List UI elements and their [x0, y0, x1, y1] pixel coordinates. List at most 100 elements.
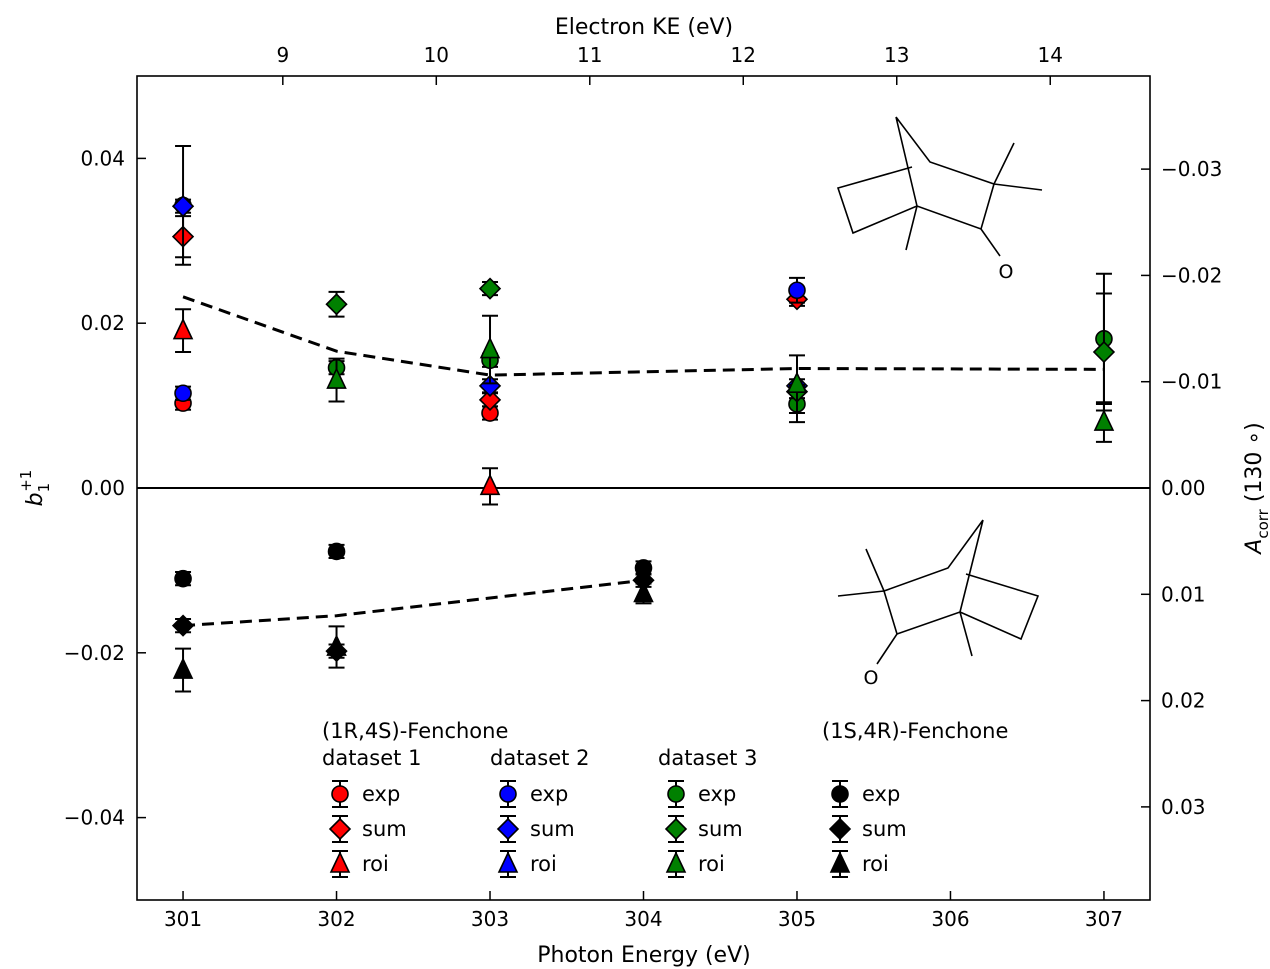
- legend-triangle-marker: [329, 851, 351, 873]
- x-tick-label: 306: [931, 907, 969, 931]
- x-tick-label: 303: [471, 907, 509, 931]
- legend-column-header: dataset 3: [658, 746, 757, 770]
- triangle-marker: [172, 317, 194, 340]
- y-axis-label-sup: +1: [17, 470, 35, 492]
- legend-label: roi: [698, 852, 725, 876]
- legend-item: roi: [497, 850, 557, 878]
- legend-label: sum: [530, 817, 575, 841]
- plot-frame: [136, 75, 1151, 901]
- top-tick-label: 9: [276, 43, 289, 67]
- legend-item: sum: [828, 815, 907, 843]
- legend-item: roi: [665, 850, 725, 878]
- legend-title: (1S,4R)-Fenchone: [822, 719, 1008, 743]
- data-point: [788, 276, 806, 304]
- legend-diamond-marker: [828, 817, 852, 841]
- molecule-atom-label: O: [864, 667, 879, 689]
- top-tick-label: 12: [731, 43, 756, 67]
- legend-label: roi: [862, 852, 889, 876]
- data-point: [786, 354, 808, 415]
- molecule-atom-label: O: [999, 261, 1014, 283]
- legend-circle-marker: [331, 785, 349, 803]
- legend-item: exp: [667, 780, 736, 808]
- data-point: [172, 647, 194, 693]
- legend-label: roi: [362, 852, 389, 876]
- y-tick-label: 0.00: [80, 476, 125, 500]
- right-tick-label: 0.02: [1161, 689, 1206, 713]
- legend-circle-marker: [831, 785, 849, 803]
- x-tick-label: 304: [624, 907, 662, 931]
- legend: (1R,4S)-Fenchone (1S,4R)-Fenchone dataset …: [322, 719, 1008, 878]
- data-point: [172, 308, 194, 354]
- triangle-marker: [172, 657, 194, 679]
- legend-item: roi: [329, 850, 389, 878]
- x-tick-label: 301: [164, 907, 202, 931]
- legend-item: sum: [664, 815, 743, 843]
- diamond-marker: [1092, 340, 1116, 364]
- legend-label: sum: [862, 817, 907, 841]
- data-point: [633, 580, 654, 605]
- legend-column-header: dataset 2: [490, 746, 589, 770]
- axis-ticks: 301 302 303 304 305 306 307 −0.04 −0.02 0.00 0.02 0…: [64, 43, 1223, 931]
- circle-marker: [788, 281, 806, 300]
- triangle-marker: [479, 473, 501, 496]
- legend-label: roi: [530, 852, 557, 876]
- y-tick-label: 0.04: [80, 146, 125, 170]
- fit-line: [182, 295, 1104, 377]
- data-point: [478, 277, 502, 300]
- data-point: [174, 384, 192, 403]
- right-axis-label-tail: (130 ∘): [1242, 422, 1267, 509]
- diamond-marker: [171, 614, 195, 637]
- legend-label: exp: [862, 782, 900, 806]
- legend-item: exp: [499, 780, 568, 808]
- top-tick-label: 13: [884, 43, 909, 67]
- right-tick-label: 0.03: [1161, 795, 1206, 819]
- y-axis-label: b1+1: [17, 470, 53, 507]
- x-tick-label: 305: [778, 907, 816, 931]
- legend-label: exp: [362, 782, 400, 806]
- legend-circle-marker: [667, 785, 685, 803]
- y-axis-label-sub: 1: [35, 483, 53, 493]
- data-point: [634, 559, 653, 577]
- legend-triangle-marker: [829, 851, 851, 873]
- y-axis-label-main: b: [23, 492, 48, 506]
- legend-label: exp: [530, 782, 568, 806]
- x-axis-label: Photon Energy (eV): [537, 943, 750, 968]
- data-marks: [171, 145, 1116, 693]
- right-axis-label-sub: corr: [1254, 508, 1270, 538]
- top-axis-label: Electron KE (eV): [555, 15, 733, 40]
- triangle-marker: [1093, 409, 1115, 431]
- legend-title: (1R,4S)-Fenchone: [322, 719, 508, 743]
- data-point: [326, 357, 347, 403]
- right-tick-label: −0.02: [1161, 263, 1222, 287]
- right-axis-label-main: A: [1242, 539, 1267, 556]
- data-point: [327, 542, 346, 561]
- legend-diamond-marker: [496, 817, 520, 841]
- triangle-marker: [633, 580, 654, 603]
- molecule-bonds: [836, 116, 1043, 257]
- data-point: [1092, 292, 1116, 412]
- diamond-marker: [171, 195, 195, 218]
- x-tick-label: 302: [317, 907, 355, 931]
- circle-marker: [174, 384, 192, 403]
- legend-label: sum: [362, 817, 407, 841]
- legend-item: exp: [831, 780, 900, 808]
- data-point: [171, 195, 195, 218]
- legend-diamond-marker: [664, 817, 688, 841]
- top-tick-label: 14: [1038, 43, 1063, 67]
- molecule-inset-upper: O: [836, 116, 1043, 283]
- right-axis-label: Acorr (130 ∘): [1242, 422, 1270, 555]
- data-point: [325, 290, 348, 318]
- legend-diamond-marker: [328, 817, 352, 841]
- y-tick-label: −0.02: [64, 641, 125, 665]
- data-point: [326, 625, 347, 669]
- diamond-marker: [478, 388, 502, 411]
- x-tick-label: 307: [1085, 907, 1123, 931]
- top-tick-label: 10: [424, 43, 449, 67]
- triangle-marker: [326, 634, 347, 656]
- molecule-insets: OO: [836, 116, 1043, 689]
- fit-lines: [182, 295, 1104, 628]
- circle-marker: [174, 569, 192, 588]
- legend-label: exp: [698, 782, 736, 806]
- legend-item: exp: [331, 780, 400, 808]
- diamond-marker: [325, 293, 348, 316]
